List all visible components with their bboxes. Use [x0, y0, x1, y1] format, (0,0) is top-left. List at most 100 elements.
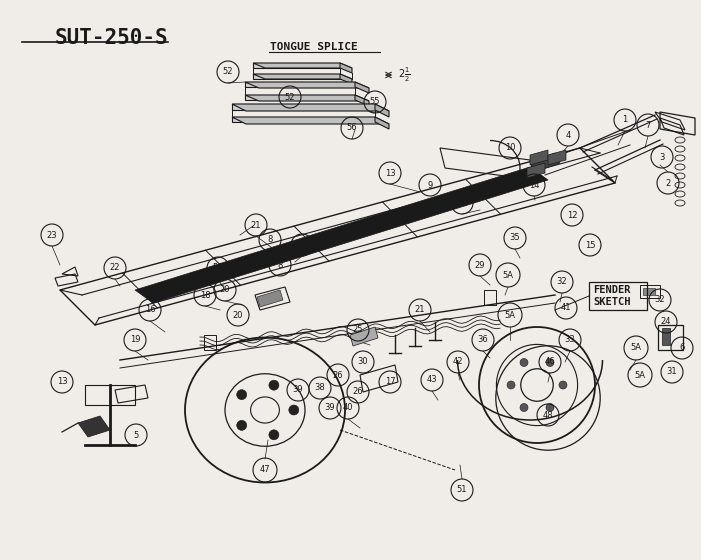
Circle shape — [559, 381, 567, 389]
Text: 14: 14 — [529, 180, 539, 189]
Polygon shape — [530, 150, 548, 165]
Polygon shape — [257, 290, 283, 307]
Polygon shape — [253, 74, 352, 79]
Polygon shape — [78, 416, 110, 437]
Text: 32: 32 — [655, 296, 665, 305]
Circle shape — [520, 404, 528, 412]
Text: 2$\frac{1}{2}$: 2$\frac{1}{2}$ — [398, 66, 411, 84]
Text: FENDER: FENDER — [593, 285, 630, 295]
Text: 5A: 5A — [503, 270, 514, 279]
Text: 3: 3 — [660, 152, 665, 161]
Text: 13: 13 — [57, 377, 67, 386]
Polygon shape — [527, 163, 545, 178]
Polygon shape — [232, 117, 389, 124]
Text: 33: 33 — [564, 335, 576, 344]
Polygon shape — [643, 288, 655, 295]
Polygon shape — [662, 328, 670, 345]
Text: 26: 26 — [333, 371, 343, 380]
Polygon shape — [253, 63, 340, 68]
Text: 36: 36 — [477, 335, 489, 344]
Text: 38: 38 — [315, 384, 325, 393]
Text: TONGUE SPLICE: TONGUE SPLICE — [270, 42, 358, 52]
Polygon shape — [245, 95, 355, 100]
Text: 13: 13 — [385, 169, 395, 178]
Text: 39: 39 — [325, 404, 335, 413]
Text: 11: 11 — [457, 198, 468, 208]
Text: 35: 35 — [510, 234, 520, 242]
Polygon shape — [375, 104, 389, 117]
Text: SUT-250-S: SUT-250-S — [55, 28, 169, 48]
Polygon shape — [253, 74, 340, 79]
Text: 5A: 5A — [634, 371, 646, 380]
Polygon shape — [355, 82, 369, 93]
Text: 24: 24 — [661, 318, 672, 326]
Polygon shape — [530, 153, 560, 172]
Text: 39: 39 — [293, 385, 304, 394]
Text: 52: 52 — [285, 92, 295, 101]
Text: 42: 42 — [453, 357, 463, 366]
Circle shape — [507, 381, 515, 389]
Text: 18: 18 — [200, 291, 210, 300]
Circle shape — [546, 404, 554, 412]
Text: 32: 32 — [557, 278, 567, 287]
Text: 30: 30 — [358, 357, 368, 366]
Text: 20: 20 — [219, 286, 230, 295]
Polygon shape — [350, 327, 378, 346]
Text: 21: 21 — [415, 306, 426, 315]
Circle shape — [237, 421, 247, 430]
Text: 56: 56 — [347, 124, 358, 133]
Text: 52: 52 — [223, 68, 233, 77]
Polygon shape — [253, 63, 352, 68]
Polygon shape — [245, 95, 369, 101]
Text: 21: 21 — [251, 221, 261, 230]
Circle shape — [269, 380, 279, 390]
Text: 46: 46 — [545, 357, 555, 366]
Text: 40: 40 — [343, 404, 353, 413]
Text: 48: 48 — [543, 410, 553, 419]
Text: 47: 47 — [259, 465, 271, 474]
Text: 55: 55 — [369, 97, 380, 106]
Text: 31: 31 — [667, 367, 677, 376]
Text: 5A: 5A — [630, 343, 641, 352]
Polygon shape — [355, 95, 369, 106]
Polygon shape — [245, 82, 369, 88]
Circle shape — [237, 390, 247, 400]
Text: 22: 22 — [110, 264, 121, 273]
Text: 8: 8 — [278, 260, 283, 269]
Text: 20: 20 — [233, 310, 243, 320]
Polygon shape — [375, 117, 389, 129]
Text: 15: 15 — [585, 240, 595, 250]
Text: 25: 25 — [353, 325, 363, 334]
Text: 10: 10 — [505, 143, 515, 152]
Text: 1: 1 — [622, 115, 627, 124]
Text: 29: 29 — [475, 260, 485, 269]
Text: 41: 41 — [561, 304, 571, 312]
Text: 9: 9 — [428, 180, 433, 189]
Circle shape — [269, 430, 279, 440]
Text: 7: 7 — [646, 120, 651, 129]
Text: 19: 19 — [130, 335, 140, 344]
Circle shape — [546, 358, 554, 366]
Text: 26: 26 — [353, 388, 363, 396]
Circle shape — [289, 405, 299, 415]
Polygon shape — [232, 117, 375, 122]
Text: 43: 43 — [427, 376, 437, 385]
Text: 54: 54 — [212, 264, 223, 273]
Polygon shape — [232, 104, 375, 110]
Text: 6: 6 — [679, 343, 685, 352]
Text: 54: 54 — [297, 240, 307, 250]
Text: 5: 5 — [133, 431, 139, 440]
Text: 16: 16 — [144, 306, 156, 315]
Polygon shape — [232, 104, 389, 111]
Text: 2: 2 — [665, 179, 671, 188]
Text: 8: 8 — [267, 236, 273, 245]
Polygon shape — [340, 63, 352, 73]
Text: 51: 51 — [457, 486, 468, 494]
Text: 12: 12 — [566, 211, 577, 220]
Text: 23: 23 — [47, 231, 57, 240]
Circle shape — [520, 358, 528, 366]
Polygon shape — [135, 167, 548, 303]
Text: SKETCH: SKETCH — [593, 297, 630, 307]
Text: 5A: 5A — [505, 310, 515, 320]
Polygon shape — [548, 150, 566, 165]
